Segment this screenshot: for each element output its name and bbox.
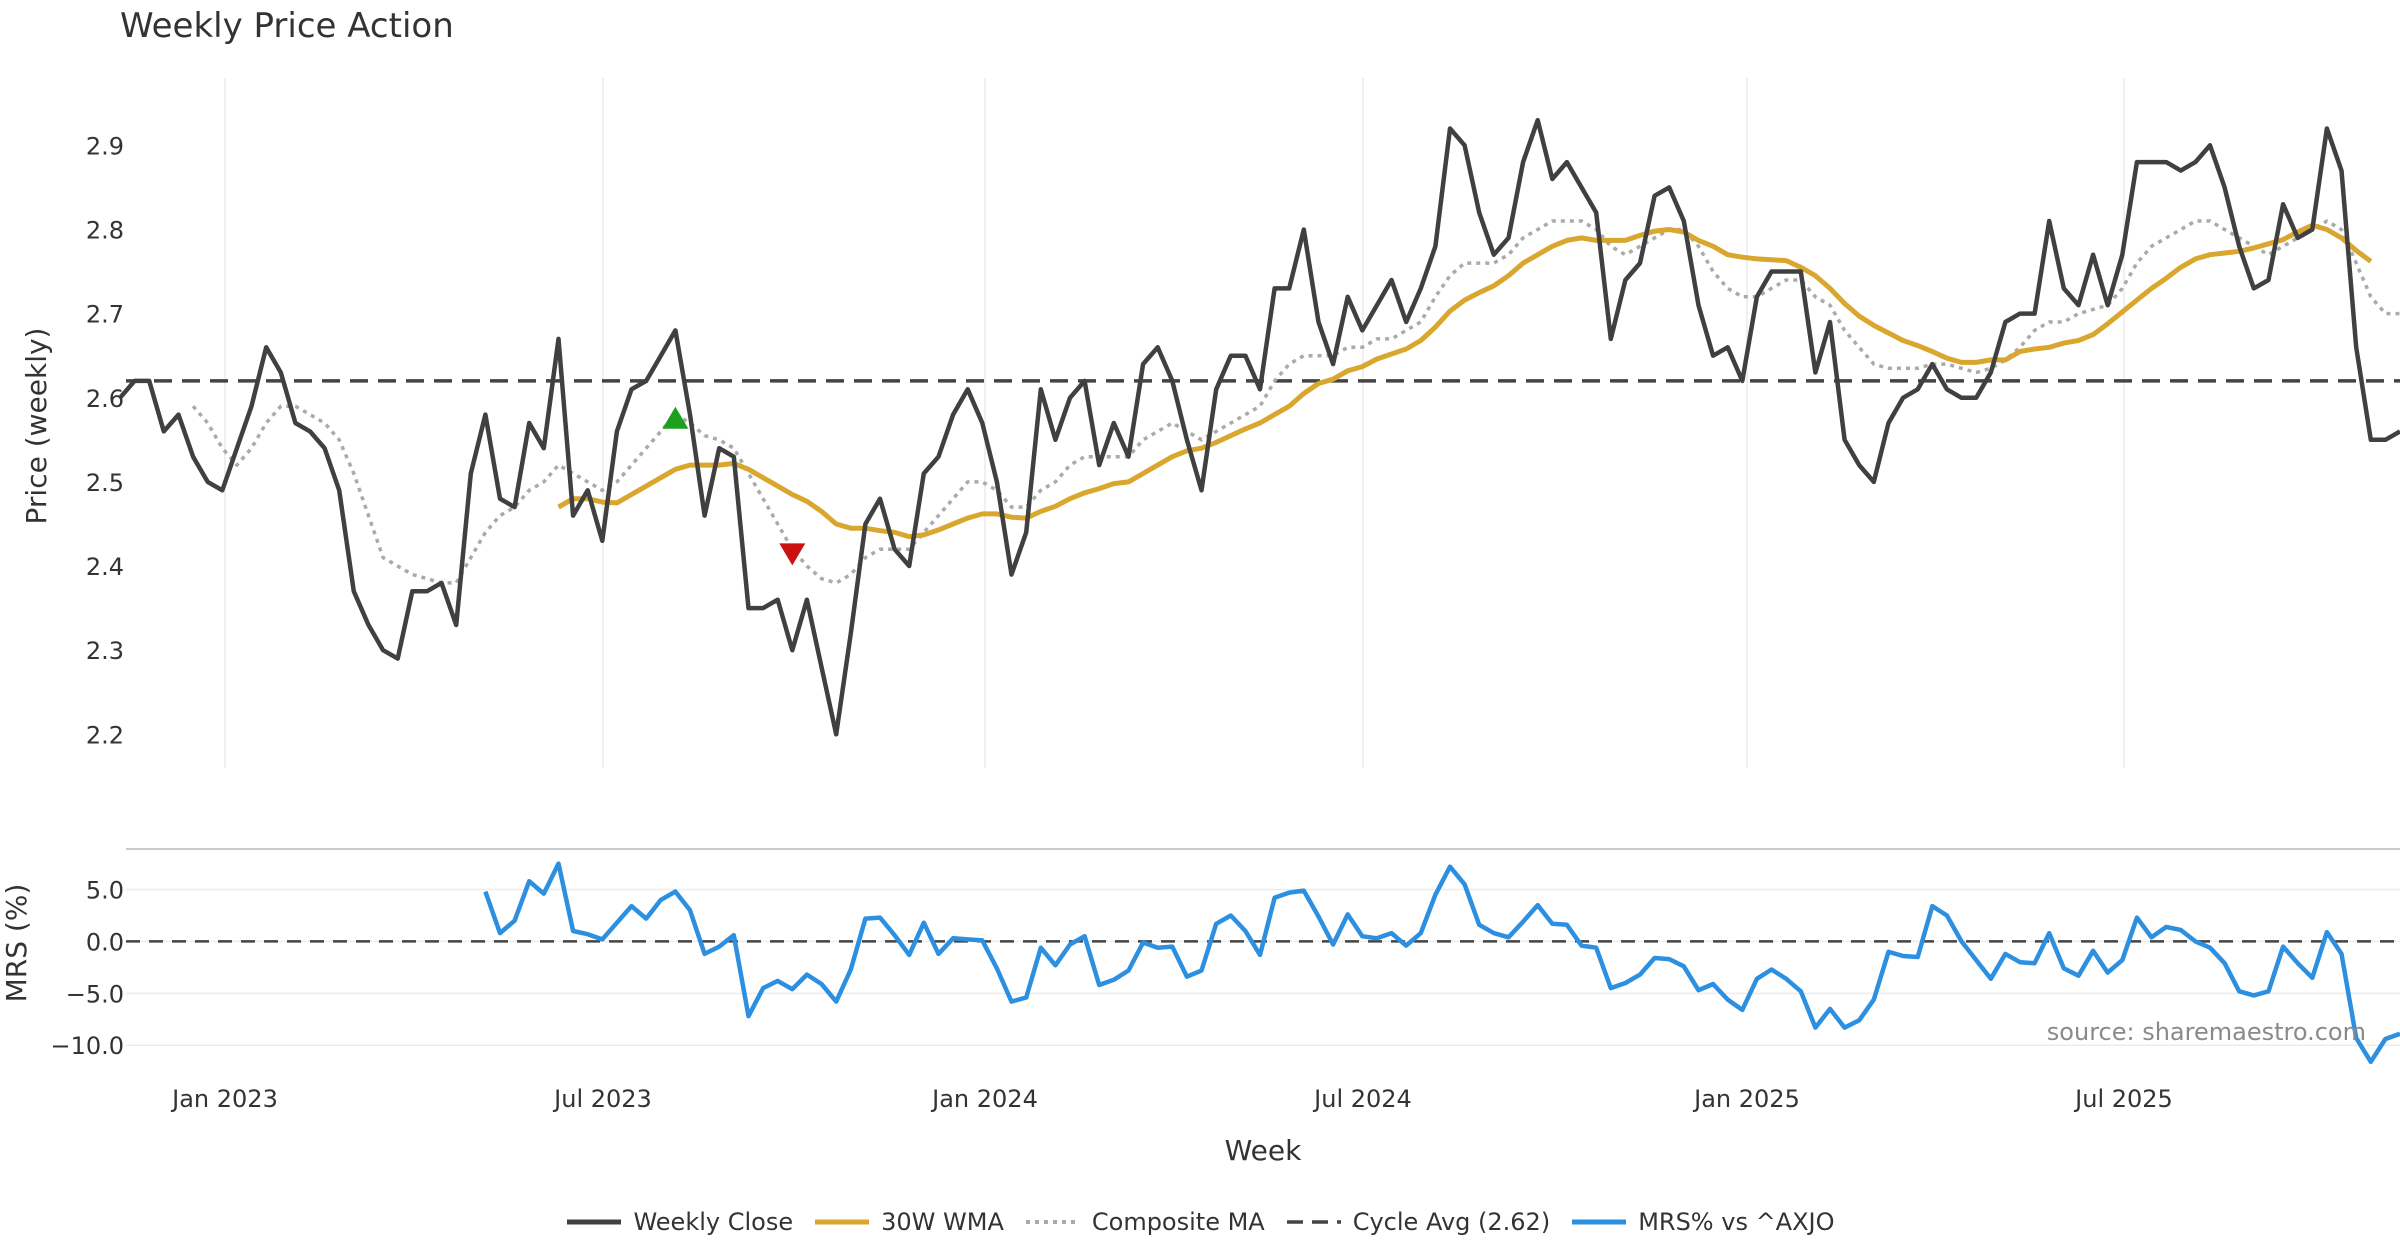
x-tick-label: Jul 2023 — [552, 1085, 652, 1113]
weekly-close-swatch — [567, 1219, 622, 1225]
x-tick-label: Jan 2024 — [930, 1085, 1038, 1113]
mrs-line — [483, 861, 2400, 1065]
cycle-avg-swatch — [1286, 1220, 1341, 1224]
composite-ma-swatch — [1025, 1220, 1080, 1224]
mrs-y-tick-label: −5.0 — [66, 980, 124, 1008]
price-y-axis-label: Price (weekly) — [20, 328, 53, 525]
mrs-swatch — [1572, 1219, 1627, 1225]
x-tick-label: Jul 2025 — [2073, 1085, 2173, 1113]
mrs-y-axis-label: MRS (%) — [0, 884, 33, 1003]
price-y-tick-label: 2.6 — [86, 385, 124, 413]
x-tick-label: Jul 2024 — [1312, 1085, 1412, 1113]
x-ticks: Jan 2023 Jul 2023 Jan 2024 Jul 2024 Jan 2025… — [170, 1085, 2173, 1113]
mrs-y-tick-label: −10.0 — [50, 1032, 124, 1060]
weekly-close-line — [118, 117, 2400, 737]
price-y-tick-label: 2.4 — [86, 553, 124, 581]
legend-label: 30W WMA — [881, 1208, 1004, 1236]
series-layer — [118, 117, 2400, 1065]
price-y-tick-label: 2.2 — [86, 721, 124, 749]
x-tick-label: Jan 2025 — [1692, 1085, 1800, 1113]
legend-label: Cycle Avg (2.62) — [1352, 1208, 1551, 1236]
legend-item-mrs: MRS% vs ^AXJO — [1570, 1208, 1835, 1236]
price-y-tick-label: 2.8 — [86, 216, 124, 244]
chart-title: Weekly Price Action — [120, 6, 454, 46]
price-y-ticks: 2.2 2.3 2.4 2.5 2.6 2.7 2.8 2.9 — [86, 132, 124, 749]
legend-label: MRS% vs ^AXJO — [1638, 1208, 1835, 1236]
price-y-tick-label: 2.5 — [86, 469, 124, 497]
legend-item-weekly-close: Weekly Close — [565, 1208, 793, 1236]
price-y-tick-label: 2.9 — [86, 132, 124, 160]
legend-item-cycle-avg: Cycle Avg (2.62) — [1285, 1208, 1550, 1236]
mrs-y-tick-label: 0.0 — [86, 928, 124, 956]
mrs-y-ticks: 5.0 0.0 −5.0 −10.0 — [50, 877, 124, 1061]
x-axis-label: Week — [1225, 1134, 1302, 1167]
legend: Weekly Close 30W WMA Composite MA Cycle … — [0, 1208, 2400, 1236]
source-credit: source: sharemaestro.com — [2046, 1018, 2366, 1046]
x-tick-label: Jan 2023 — [170, 1085, 278, 1113]
buy-signal-marker — [662, 406, 689, 429]
price-y-tick-label: 2.7 — [86, 301, 124, 329]
mrs-y-tick-label: 5.0 — [86, 877, 124, 905]
wma-swatch — [815, 1219, 870, 1225]
sell-signal-marker — [779, 543, 806, 566]
legend-item-wma: 30W WMA — [813, 1208, 1004, 1236]
legend-label: Composite MA — [1091, 1208, 1265, 1236]
price-y-tick-label: 2.3 — [86, 637, 124, 665]
wma-30-line — [557, 222, 2373, 540]
legend-item-composite-ma: Composite MA — [1024, 1208, 1265, 1236]
price-grid — [224, 78, 2125, 768]
legend-label: Weekly Close — [633, 1208, 794, 1236]
